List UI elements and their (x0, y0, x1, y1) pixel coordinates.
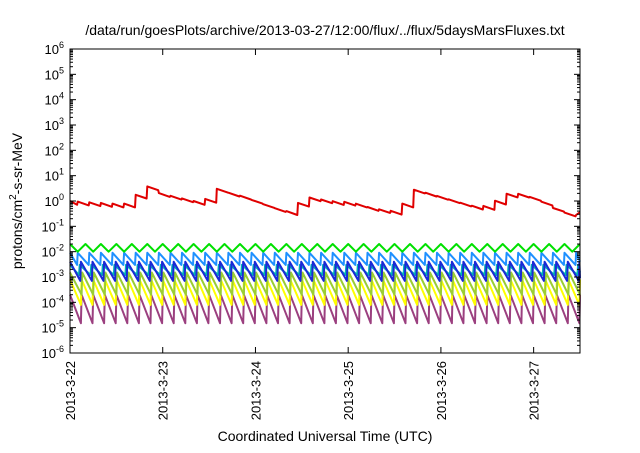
series-line-3 (69, 260, 581, 282)
y-tick-label: 10-4 (42, 293, 64, 310)
y-axis: 10-6 10-5 10-4 10-3 10-2 10-1 100 101 102 103 104 1… (42, 40, 580, 361)
x-tick-label: 2013-3-25 (341, 361, 356, 420)
series-line-5 (69, 271, 581, 296)
series-line-1 (69, 243, 581, 253)
y-tick-label: 104 (45, 91, 64, 108)
y-axis-label: protons/cm2-s-sr-MeV (8, 132, 25, 269)
y-tick-label: 10-3 (42, 268, 64, 285)
x-tick-label: 2013-3-26 (434, 361, 449, 420)
x-axis-label: Coordinated Universal Time (UTC) (218, 428, 433, 444)
y-tick-label: 103 (45, 116, 64, 133)
y-tick-label: 102 (45, 141, 64, 158)
y-tick-label: 10-1 (42, 217, 64, 234)
y-tick-label: 106 (45, 40, 64, 57)
series-line-2 (69, 251, 581, 266)
y-tick-label: 105 (45, 65, 64, 82)
y-tick-label: 10-2 (42, 243, 64, 260)
series-line-0 (69, 185, 581, 218)
x-tick-label: 2013-3-27 (527, 361, 542, 420)
y-tick-label: 10-6 (42, 344, 64, 361)
series-layer (69, 185, 581, 325)
x-tick-label: 2013-3-23 (156, 361, 171, 420)
x-tick-label: 2013-3-22 (63, 361, 78, 420)
y-tick-label: 100 (45, 192, 64, 209)
y-tick-label: 101 (45, 167, 64, 184)
y-tick-label: 10-5 (42, 319, 64, 336)
chart-title: /data/run/goesPlots/archive/2013-03-27/1… (85, 22, 564, 38)
x-tick-label: 2013-3-24 (248, 361, 263, 420)
x-axis: 2013-3-22 2013-3-23 2013-3-24 2013-3-25 2013… (63, 49, 542, 420)
